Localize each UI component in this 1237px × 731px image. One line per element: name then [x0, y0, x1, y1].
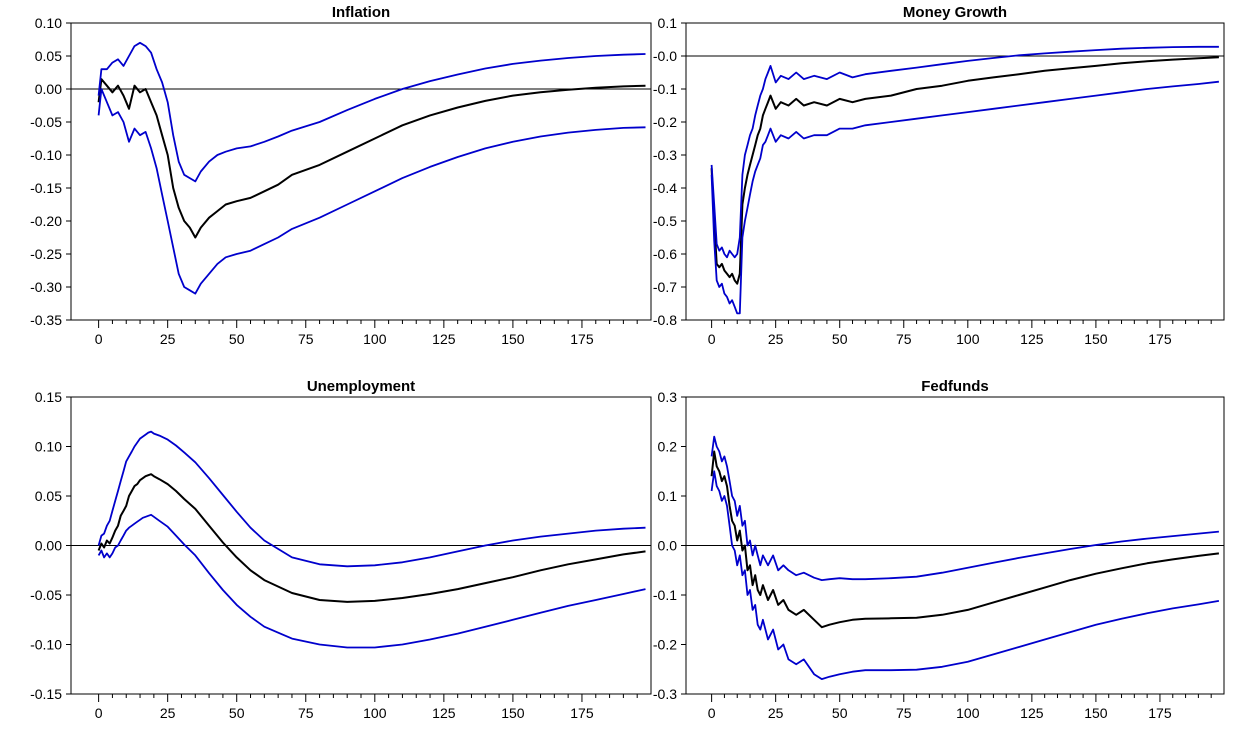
chart-title: Inflation	[332, 4, 390, 21]
x-tick-label: 100	[363, 331, 387, 347]
series-line-upper	[97, 41, 646, 183]
series-line-lower	[710, 470, 1220, 680]
y-tick-label: -0.2	[653, 637, 677, 653]
y-tick-label: -0.1	[653, 81, 677, 97]
chart-panel-0: Inflation -0.35 -0.30 -0.25 -0.20 -0.15 -0.10 -…	[30, 4, 652, 347]
y-tick-label: -0.0	[653, 48, 677, 64]
x-tick-label: 75	[896, 705, 912, 721]
y-tick-label: -0.20	[30, 213, 62, 229]
y-tick-label: -0.4	[653, 180, 677, 196]
y-tick-label: 0.3	[658, 389, 678, 405]
x-tick-label: 100	[363, 705, 387, 721]
x-tick-label: 25	[768, 331, 784, 347]
series-line-upper	[97, 430, 646, 568]
y-tick-label: -0.5	[653, 213, 677, 229]
x-tick-label: 75	[298, 331, 314, 347]
y-tick-label: -0.35	[30, 312, 62, 328]
y-tick-label: -0.3	[653, 147, 677, 163]
y-tick-label: -0.15	[30, 180, 62, 196]
y-tick-label: 0.10	[35, 439, 62, 455]
x-tick-label: 150	[501, 705, 525, 721]
x-tick-label: 125	[1020, 331, 1044, 347]
x-tick-label: 0	[95, 705, 103, 721]
y-tick-label: -0.8	[653, 312, 677, 328]
x-tick-label: 25	[768, 705, 784, 721]
y-tick-label: 0.05	[35, 48, 62, 64]
y-tick-label: -0.25	[30, 246, 62, 262]
x-tick-label: 150	[501, 331, 525, 347]
series-line-median	[710, 450, 1220, 629]
y-tick-label: -0.7	[653, 279, 677, 295]
y-tick-label: -0.15	[30, 686, 62, 702]
x-tick-label: 50	[832, 705, 848, 721]
y-tick-label: -0.05	[30, 114, 62, 130]
x-tick-label: 0	[708, 705, 716, 721]
x-tick-label: 175	[1148, 331, 1172, 347]
x-tick-label: 75	[298, 705, 314, 721]
x-tick-label: 125	[432, 705, 456, 721]
y-tick-label: 0.2	[658, 439, 678, 455]
series-line-median	[97, 78, 646, 239]
series-line-upper	[710, 435, 1219, 581]
chart-panel-3: Fedfunds -0.3 -0.2 -0.1 0.0 0.1 0.2 0.3 0 25 50 75 1…	[653, 378, 1225, 721]
series-line-lower	[97, 513, 646, 649]
y-tick-label: 0.00	[35, 538, 62, 554]
x-tick-label: 50	[832, 331, 848, 347]
series-line-lower	[97, 88, 646, 295]
chart-panel-2: Unemployment -0.15 -0.10 -0.05 0.00 0.05 0.10 0…	[30, 378, 652, 721]
y-tick-label: 0.10	[35, 15, 62, 31]
y-tick-label: -0.05	[30, 587, 62, 603]
x-tick-label: 100	[956, 705, 980, 721]
y-tick-label: -0.6	[653, 246, 677, 262]
plot-frame	[685, 22, 1225, 321]
chart-panel-1: Money Growth -0.8 -0.7 -0.6 -0.5 -0.4 -0.3 -0.2…	[653, 4, 1225, 347]
x-tick-label: 0	[708, 331, 716, 347]
x-tick-label: 100	[956, 331, 980, 347]
x-tick-label: 25	[160, 331, 176, 347]
x-tick-label: 50	[229, 705, 245, 721]
series-line-lower	[710, 80, 1220, 315]
x-tick-label: 125	[432, 331, 456, 347]
x-tick-label: 125	[1020, 705, 1044, 721]
y-tick-label: -0.10	[30, 637, 62, 653]
series-line-median	[710, 56, 1219, 285]
series-line-upper	[710, 45, 1219, 259]
y-tick-label: -0.10	[30, 147, 62, 163]
x-tick-label: 175	[1148, 705, 1172, 721]
chart-title: Unemployment	[307, 378, 415, 395]
y-tick-label: -0.3	[653, 686, 677, 702]
y-tick-label: 0.05	[35, 488, 62, 504]
y-tick-label: 0.00	[35, 81, 62, 97]
chart-title: Money Growth	[903, 4, 1007, 21]
x-tick-label: 175	[570, 705, 594, 721]
x-tick-label: 25	[160, 705, 176, 721]
x-tick-label: 75	[896, 331, 912, 347]
x-tick-label: 0	[95, 331, 103, 347]
y-tick-label: -0.1	[653, 587, 677, 603]
y-tick-label: -0.2	[653, 114, 677, 130]
y-tick-label: -0.30	[30, 279, 62, 295]
x-tick-label: 150	[1084, 705, 1108, 721]
y-tick-label: 0.0	[658, 538, 678, 554]
chart-title: Fedfunds	[921, 378, 989, 395]
series-line-median	[97, 473, 646, 603]
x-tick-label: 150	[1084, 331, 1108, 347]
y-tick-label: 0.1	[658, 15, 678, 31]
y-tick-label: 0.15	[35, 389, 62, 405]
x-tick-label: 175	[570, 331, 594, 347]
y-tick-label: 0.1	[658, 488, 678, 504]
x-tick-label: 50	[229, 331, 245, 347]
